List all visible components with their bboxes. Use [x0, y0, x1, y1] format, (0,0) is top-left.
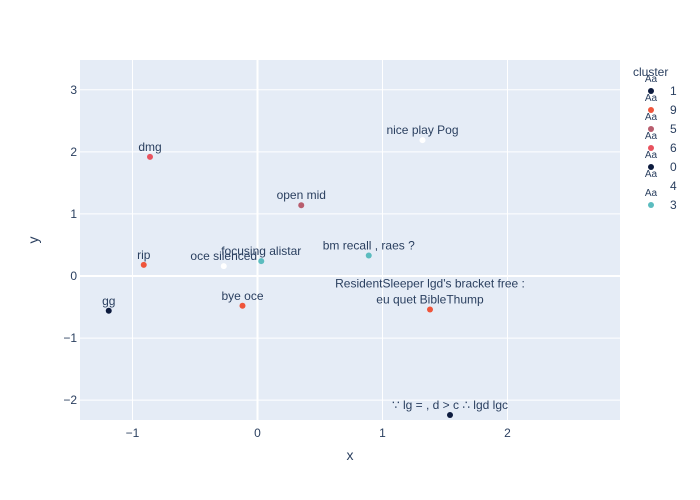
y-tick-label: 1: [70, 207, 77, 221]
point-label: dmg: [138, 140, 161, 154]
data-point: [105, 307, 112, 314]
legend-symbol: Aa: [645, 169, 658, 180]
legend-marker: [648, 107, 654, 113]
x-tick-label: 1: [379, 426, 386, 440]
y-tick-labels: −2 −1 0 1 2 3: [63, 83, 77, 407]
data-point: [220, 263, 227, 270]
x-tick-label: 2: [504, 426, 511, 440]
y-tick-label: −1: [63, 331, 77, 345]
data-point: [419, 137, 426, 144]
y-tick-label: 3: [70, 83, 77, 97]
legend-entry[interactable]: 6: [670, 141, 677, 155]
y-tick-label: −2: [63, 393, 77, 407]
legend-marker: [648, 183, 654, 189]
grid-lines: [80, 60, 620, 420]
data-point: [239, 302, 246, 309]
data-point: [298, 202, 305, 209]
point-label: nice play Pog: [386, 123, 458, 137]
legend-marker: [648, 126, 654, 132]
legend-symbol: Aa: [645, 93, 658, 104]
point-label: oce silenced: [190, 249, 257, 263]
data-point: [147, 153, 153, 160]
legend-symbol: Aa: [645, 131, 658, 142]
data-point: [365, 252, 372, 259]
y-tick-label: 0: [70, 269, 77, 283]
legend-entry[interactable]: 1: [670, 84, 677, 98]
legend-symbol: Aa: [645, 188, 658, 199]
legend-entry[interactable]: 4: [670, 179, 677, 193]
legend-symbol: Aa: [645, 112, 658, 123]
x-tick-labels: −1 0 1 2: [126, 426, 512, 440]
point-label: focusing alistar: [221, 244, 301, 258]
legend-marker: [648, 145, 654, 151]
legend-marker: [648, 164, 654, 170]
plot-background: [80, 60, 620, 420]
data-points: [105, 137, 453, 419]
legend-symbol: Aa: [645, 150, 658, 161]
point-label: bye oce: [221, 289, 263, 303]
data-point: [447, 412, 453, 419]
point-label: gg: [102, 294, 115, 308]
point-label: open mid: [277, 188, 326, 202]
x-tick-label: −1: [126, 426, 140, 440]
legend-entry[interactable]: 9: [670, 103, 677, 117]
data-point: [427, 306, 433, 313]
legend-marker: [648, 202, 654, 208]
x-axis-title: x: [347, 447, 354, 463]
legend-symbol: Aa: [645, 74, 658, 85]
point-label: bm recall , raes ?: [323, 239, 415, 253]
point-label: ∵ lg = , d > c ∴ lgd lgc: [392, 398, 508, 412]
legend-entry[interactable]: 0: [670, 160, 677, 174]
x-tick-label: 0: [254, 426, 261, 440]
legend-marker: [648, 88, 654, 94]
y-tick-label: 2: [70, 145, 77, 159]
point-label: ResidentSleeper lgd's bracket free : eu q…: [335, 277, 525, 307]
legend: Aa 1 Aa 9 Aa 5 Aa 6 Aa 0 Aa 4 Aa 3: [645, 74, 677, 212]
y-axis-title: y: [25, 237, 41, 244]
legend-title: cluster: [633, 65, 668, 79]
data-point: [258, 258, 265, 265]
point-label: rip: [137, 248, 151, 262]
point-labels: gg ∵ lg = , d > c ∴ lgd lgc rip bye oce Resi…: [102, 123, 525, 412]
legend-entry[interactable]: 3: [670, 198, 677, 212]
legend-entry[interactable]: 5: [670, 122, 677, 136]
data-point: [140, 261, 147, 268]
